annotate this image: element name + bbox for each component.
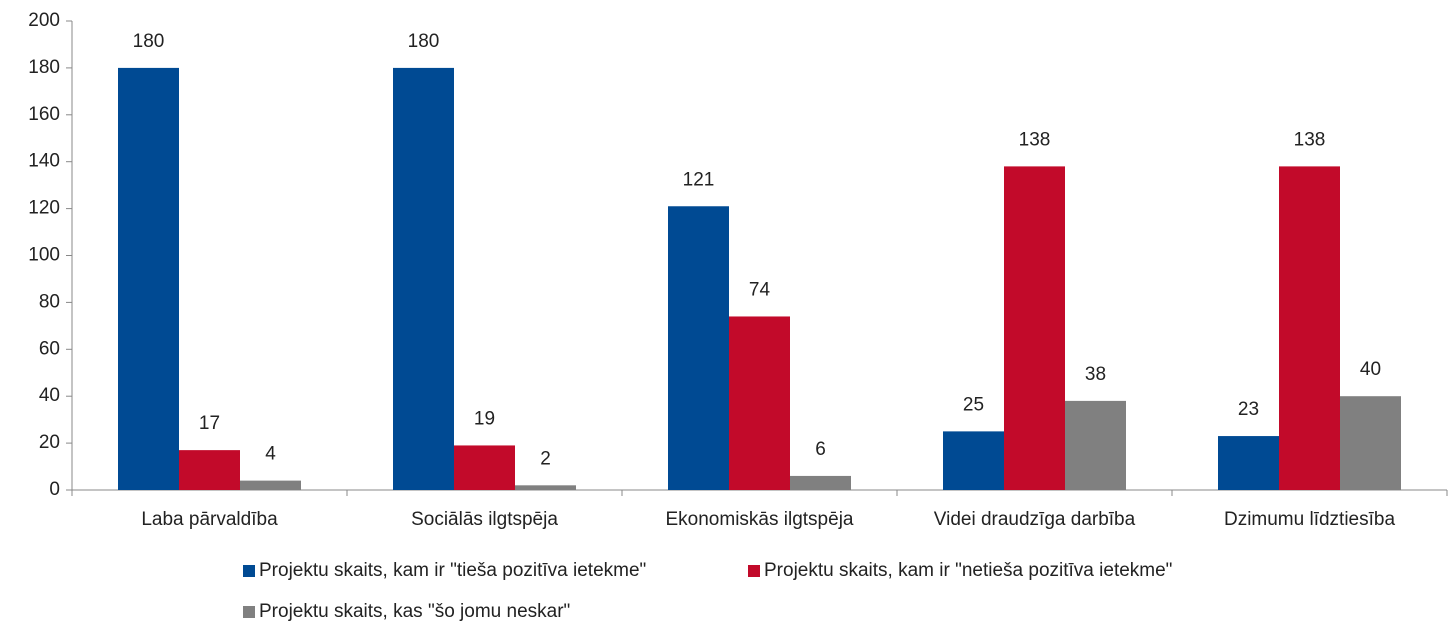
data-label: 180 [408, 31, 440, 52]
y-tick-label: 40 [39, 385, 60, 406]
bar [515, 485, 576, 490]
data-label: 138 [1294, 129, 1326, 150]
data-label: 25 [963, 394, 984, 415]
data-label: 180 [133, 31, 165, 52]
y-tick-label: 180 [28, 57, 60, 78]
bar [943, 431, 1004, 490]
y-tick-label: 160 [28, 104, 60, 125]
y-tick-label: 120 [28, 198, 60, 219]
bar [790, 475, 851, 490]
y-tick-label: 0 [49, 479, 60, 500]
x-tick-label: Videi draudzīga darbība [934, 509, 1136, 530]
data-label: 4 [265, 444, 276, 465]
y-tick-label: 100 [28, 245, 60, 266]
bar [1004, 166, 1065, 490]
bar [118, 67, 179, 491]
bar [1279, 166, 1340, 490]
y-tick-label: 80 [39, 291, 60, 312]
bar [1340, 396, 1401, 490]
data-label: 6 [815, 439, 826, 460]
legend-label: Projektu skaits, kam ir "netieša pozitīv… [764, 560, 1172, 581]
y-tick-label: 60 [39, 338, 60, 359]
y-tick-label: 140 [28, 151, 60, 172]
data-label: 40 [1360, 359, 1381, 380]
bar [668, 206, 729, 490]
data-label: 17 [199, 413, 220, 434]
data-label: 121 [683, 169, 715, 190]
bar [454, 445, 515, 490]
legend-label: Projektu skaits, kam ir "tieša pozitīva … [259, 560, 646, 581]
y-tick-label: 20 [39, 432, 60, 453]
bar [240, 480, 301, 490]
data-label: 2 [540, 448, 551, 469]
legend-swatch [243, 565, 255, 577]
data-label: 19 [474, 408, 495, 429]
bar [393, 67, 454, 491]
x-tick-label: Ekonomiskās ilgtspēja [666, 509, 854, 530]
bar [1065, 400, 1126, 490]
legend-label: Projektu skaits, kas "šo jomu neskar" [259, 601, 570, 622]
data-label: 38 [1085, 364, 1106, 385]
bar [1218, 436, 1279, 490]
x-tick-label: Dzimumu līdztiesība [1224, 509, 1395, 530]
bar [179, 450, 240, 490]
legend-swatch [748, 565, 760, 577]
x-tick-label: Laba pārvaldība [141, 509, 278, 530]
data-label: 23 [1238, 399, 1259, 420]
legend-swatch [243, 606, 255, 618]
data-label: 74 [749, 279, 771, 300]
x-tick-label: Sociālās ilgtspēja [411, 509, 558, 530]
y-tick-label: 200 [28, 10, 60, 31]
bar [729, 316, 790, 490]
data-label: 138 [1019, 129, 1051, 150]
